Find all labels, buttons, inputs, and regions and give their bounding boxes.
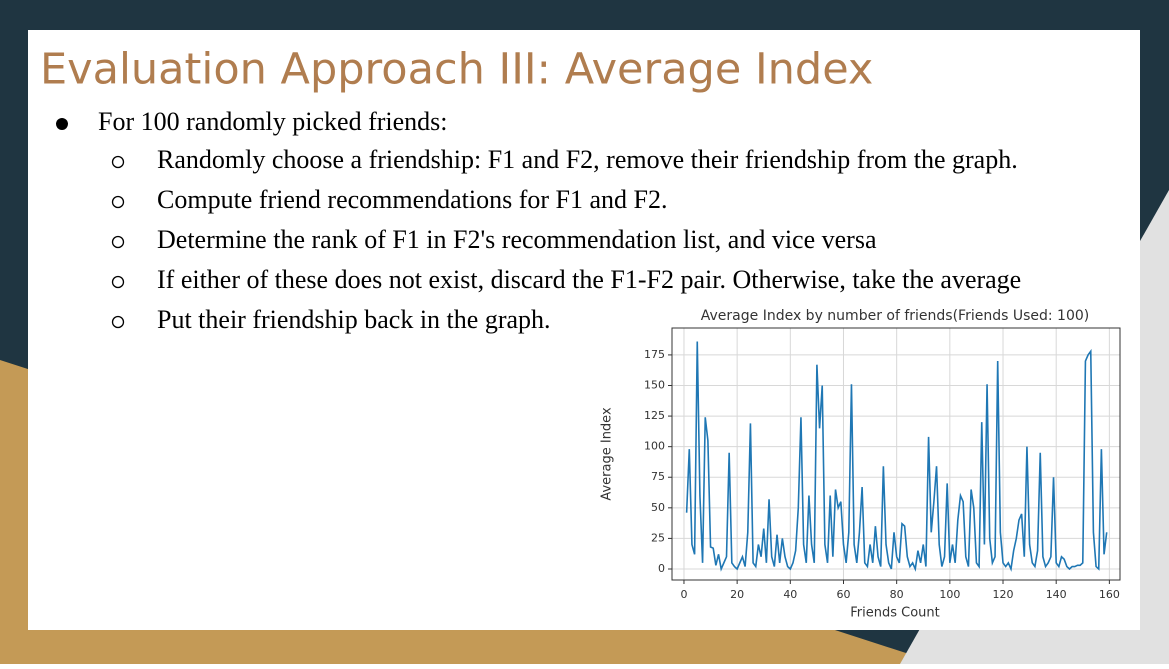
y-tick-label: 125 [644, 409, 665, 422]
slide-panel [28, 30, 1140, 630]
sub-bullet-ring [111, 195, 125, 209]
x-tick-label: 140 [1046, 588, 1067, 601]
sub-bullet-text: Randomly choose a friendship: F1 and F2,… [157, 145, 1018, 174]
x-axis-label: Friends Count [850, 606, 940, 621]
sub-bullet-ring [111, 155, 125, 169]
x-tick-label: 80 [890, 588, 904, 601]
sub-bullet-ring [111, 275, 125, 289]
sub-bullet-text: Compute friend recommendations for F1 an… [157, 185, 668, 214]
y-tick-label: 150 [644, 378, 665, 391]
sub-bullet-text: If either of these does not exist, disca… [157, 265, 1021, 294]
sub-bullet-text: Put their friendship back in the graph. [157, 305, 551, 334]
data-line [685, 341, 1108, 572]
slide-title: Evaluation Approach III: Average Index [40, 45, 873, 95]
y-tick-label: 0 [658, 562, 665, 575]
x-tick-label: 0 [680, 588, 687, 601]
y-tick-label: 25 [651, 531, 665, 544]
y-tick-label: 75 [651, 470, 665, 483]
sub-bullet-ring [111, 235, 125, 249]
x-tick-label: 120 [993, 588, 1014, 601]
x-tick-label: 160 [1099, 588, 1120, 601]
bullet-dot [56, 118, 68, 130]
bullet-text: For 100 randomly picked friends: [98, 107, 448, 136]
y-tick-label: 50 [651, 501, 665, 514]
y-tick-label: 175 [644, 348, 665, 361]
chart-title: Average Index by number of friends(Frien… [701, 308, 1089, 324]
sub-bullet-text: Determine the rank of F1 in F2's recomme… [157, 225, 877, 254]
plot-frame [671, 327, 1121, 581]
x-tick-label: 20 [730, 588, 744, 601]
y-axis-label: Average Index [600, 407, 615, 501]
x-tick-label: 40 [783, 588, 797, 601]
y-tick-label: 100 [644, 440, 665, 453]
x-tick-label: 100 [939, 588, 960, 601]
x-tick-label: 60 [836, 588, 850, 601]
sub-bullet-ring [111, 315, 125, 329]
